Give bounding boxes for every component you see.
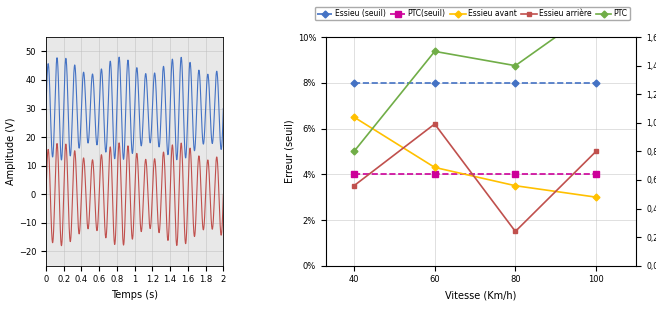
X-axis label: Temps (s): Temps (s) (111, 290, 158, 300)
Y-axis label: Amplitude (V): Amplitude (V) (6, 118, 16, 185)
Essieu (seuil) (592, 81, 600, 85)
Essieu (seuil) (350, 81, 358, 85)
Line: Essieu (seuil): Essieu (seuil) (352, 80, 598, 85)
Essieu avant (512, 184, 520, 188)
X-axis label: Vitesse (Km/h): Vitesse (Km/h) (445, 290, 517, 300)
PTC (350, 150, 358, 153)
Line: PTC(seuil): PTC(seuil) (351, 171, 599, 177)
Legend: Essieu (seuil), PTC(seuil), Essieu avant, Essieu arrière, PTC: Essieu (seuil), PTC(seuil), Essieu avant… (315, 7, 630, 20)
Essieu arrière (350, 184, 358, 188)
PTC(seuil) (592, 172, 600, 176)
Essieu avant (592, 195, 600, 199)
PTC(seuil) (512, 172, 520, 176)
Line: PTC: PTC (352, 6, 598, 154)
Essieu (seuil) (431, 81, 439, 85)
Line: Essieu avant: Essieu avant (352, 115, 598, 200)
Line: Essieu arrière: Essieu arrière (352, 121, 598, 234)
Essieu arrière (592, 150, 600, 153)
PTC (512, 64, 520, 67)
Essieu avant (431, 166, 439, 169)
PTC(seuil) (350, 172, 358, 176)
Essieu arrière (512, 230, 520, 233)
Essieu arrière (431, 122, 439, 126)
PTC (592, 6, 600, 10)
PTC(seuil) (431, 172, 439, 176)
Y-axis label: Erreur (seuil): Erreur (seuil) (285, 120, 295, 183)
PTC (431, 49, 439, 53)
Essieu avant (350, 115, 358, 119)
Essieu (seuil) (512, 81, 520, 85)
